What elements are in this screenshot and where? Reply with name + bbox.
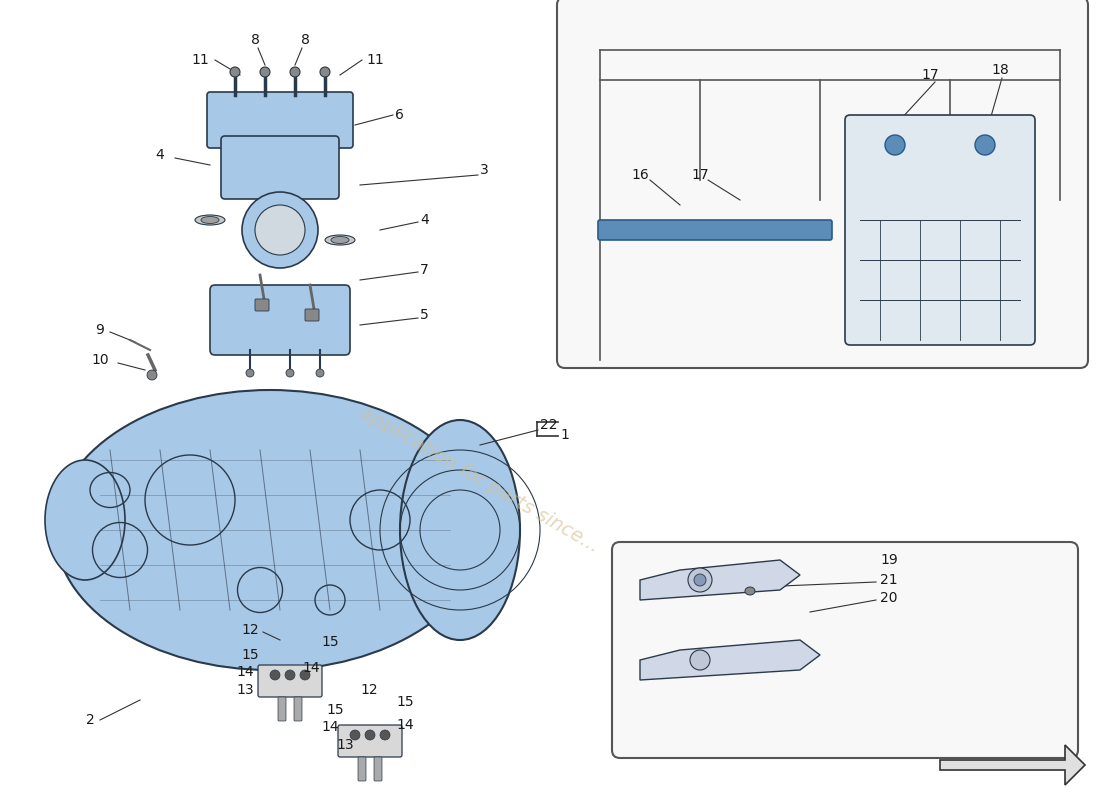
Text: 14: 14 [321, 720, 339, 734]
FancyBboxPatch shape [374, 757, 382, 781]
Text: 10: 10 [91, 353, 109, 367]
FancyBboxPatch shape [258, 665, 322, 697]
Text: 7: 7 [420, 263, 429, 277]
Circle shape [242, 192, 318, 268]
Text: 17: 17 [921, 68, 938, 82]
Circle shape [886, 135, 905, 155]
Text: 11: 11 [366, 53, 384, 67]
Text: 8: 8 [251, 33, 260, 47]
Circle shape [379, 730, 390, 740]
FancyBboxPatch shape [210, 285, 350, 355]
Circle shape [316, 369, 324, 377]
Text: 11: 11 [191, 53, 209, 67]
Ellipse shape [331, 237, 349, 243]
FancyBboxPatch shape [255, 299, 270, 311]
Circle shape [975, 135, 996, 155]
Ellipse shape [195, 215, 226, 225]
Circle shape [688, 568, 712, 592]
Text: 3: 3 [480, 163, 488, 177]
Text: 22: 22 [540, 418, 558, 432]
FancyBboxPatch shape [278, 697, 286, 721]
Text: application for parts since...: application for parts since... [358, 404, 603, 556]
Text: 8: 8 [300, 33, 309, 47]
Text: 12: 12 [360, 683, 377, 697]
FancyBboxPatch shape [612, 542, 1078, 758]
Circle shape [260, 67, 270, 77]
Text: 12: 12 [241, 623, 258, 637]
Circle shape [285, 670, 295, 680]
Text: 1: 1 [560, 428, 569, 442]
Text: 21: 21 [880, 573, 898, 587]
Text: 18: 18 [991, 63, 1009, 77]
Text: 14: 14 [236, 665, 254, 679]
Polygon shape [640, 640, 820, 680]
Circle shape [230, 67, 240, 77]
Text: 15: 15 [241, 648, 258, 662]
Text: 4: 4 [420, 213, 429, 227]
FancyBboxPatch shape [338, 725, 402, 757]
Circle shape [300, 670, 310, 680]
Ellipse shape [324, 235, 355, 245]
Text: 14: 14 [302, 661, 320, 675]
Circle shape [147, 370, 157, 380]
Ellipse shape [45, 460, 125, 580]
Ellipse shape [400, 420, 520, 640]
FancyBboxPatch shape [207, 92, 353, 148]
Circle shape [255, 205, 305, 255]
Ellipse shape [55, 390, 485, 670]
FancyBboxPatch shape [358, 757, 366, 781]
Text: 6: 6 [395, 108, 404, 122]
Ellipse shape [745, 587, 755, 595]
FancyBboxPatch shape [305, 309, 319, 321]
Circle shape [694, 574, 706, 586]
Text: 20: 20 [880, 591, 898, 605]
Ellipse shape [201, 217, 219, 223]
FancyBboxPatch shape [598, 220, 832, 240]
FancyBboxPatch shape [221, 136, 339, 199]
Circle shape [365, 730, 375, 740]
Circle shape [690, 650, 710, 670]
Text: 2: 2 [86, 713, 95, 727]
FancyBboxPatch shape [845, 115, 1035, 345]
FancyBboxPatch shape [557, 0, 1088, 368]
Circle shape [320, 67, 330, 77]
Text: 14: 14 [396, 718, 414, 732]
Text: 13: 13 [337, 738, 354, 752]
Text: 15: 15 [327, 703, 344, 717]
Polygon shape [640, 560, 800, 600]
Circle shape [270, 670, 280, 680]
Text: 5: 5 [420, 308, 429, 322]
Polygon shape [940, 745, 1085, 785]
Text: 4: 4 [155, 148, 164, 162]
Text: 13: 13 [236, 683, 254, 697]
Circle shape [246, 369, 254, 377]
FancyBboxPatch shape [294, 697, 302, 721]
Circle shape [290, 67, 300, 77]
Text: 15: 15 [321, 635, 339, 649]
Text: 9: 9 [96, 323, 104, 337]
Circle shape [286, 369, 294, 377]
Text: 16: 16 [631, 168, 649, 182]
Text: 15: 15 [396, 695, 414, 709]
Text: 19: 19 [880, 553, 898, 567]
Circle shape [350, 730, 360, 740]
Text: 17: 17 [691, 168, 708, 182]
